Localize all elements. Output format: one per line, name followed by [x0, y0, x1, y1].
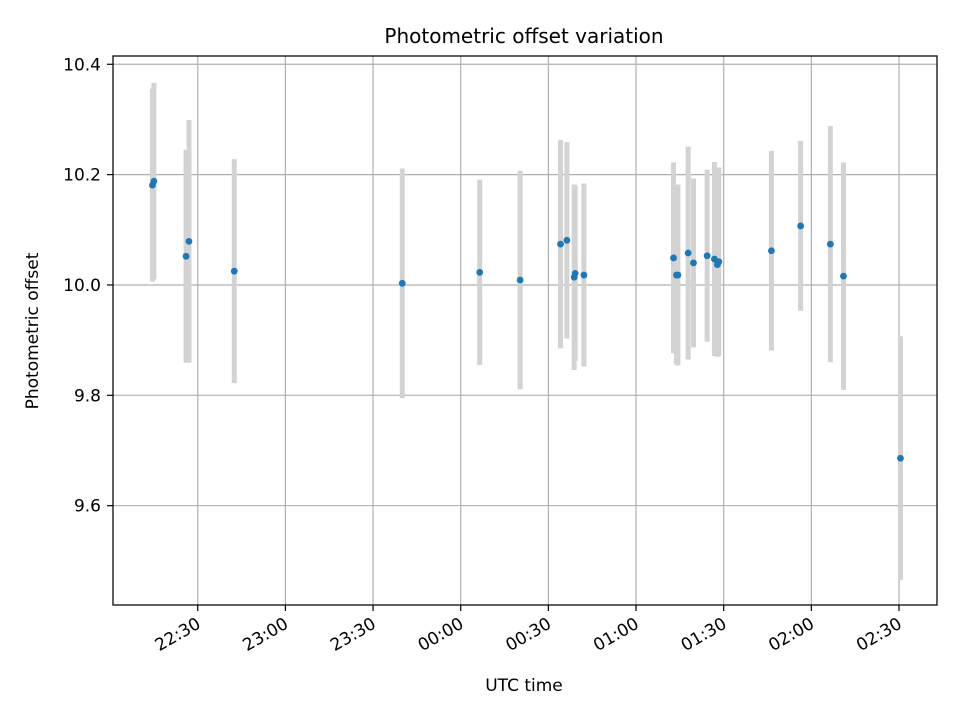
y-tick-label: 10.0 — [63, 276, 101, 296]
data-point — [797, 222, 805, 230]
data-point — [826, 240, 834, 248]
data-point — [684, 249, 692, 257]
x-tick-label: 02:00 — [765, 614, 817, 656]
chart-title: Photometric offset variation — [384, 24, 663, 48]
x-axis-label: UTC time — [485, 676, 563, 696]
data-point — [185, 237, 193, 245]
data-point — [398, 279, 406, 287]
x-tick-label: 00:30 — [502, 614, 554, 656]
data-point — [150, 177, 158, 185]
data-point — [516, 276, 524, 284]
x-tick-label: 23:30 — [327, 614, 379, 656]
data-point — [674, 271, 682, 279]
x-tick-label: 00:00 — [415, 614, 467, 656]
x-tick-label: 01:30 — [678, 614, 730, 656]
data-point — [571, 269, 579, 277]
data-point — [690, 259, 697, 267]
data-point — [557, 240, 564, 248]
data-point — [670, 254, 677, 262]
x-tick-label: 02:30 — [853, 614, 905, 656]
y-tick-label: 10.2 — [63, 166, 101, 186]
data-point — [703, 252, 711, 260]
data-point — [715, 258, 723, 266]
data-point — [768, 247, 775, 255]
x-axis-ticks: 22:30 23:00 23:30 00:00 00:30 01:00 01:30 02:00… — [152, 605, 906, 656]
data-point — [476, 268, 484, 276]
y-tick-label: 9.6 — [74, 497, 101, 517]
x-tick-label: 22:30 — [152, 614, 204, 656]
data-points — [149, 177, 904, 462]
data-point — [563, 236, 571, 244]
data-point — [840, 272, 847, 280]
x-tick-label: 23:00 — [239, 614, 291, 656]
y-tick-label: 9.8 — [74, 386, 101, 406]
data-point — [580, 271, 588, 279]
plot-frame — [112, 55, 938, 606]
x-tick-label: 01:00 — [590, 614, 642, 656]
y-axis-ticks: 9.6 9.8 10.0 10.2 10.4 — [63, 55, 113, 517]
data-point — [230, 267, 238, 275]
y-tick-label: 10.4 — [63, 55, 101, 75]
data-point — [182, 252, 190, 260]
data-point — [897, 454, 904, 462]
y-axis-label: Photometric offset — [23, 252, 43, 409]
